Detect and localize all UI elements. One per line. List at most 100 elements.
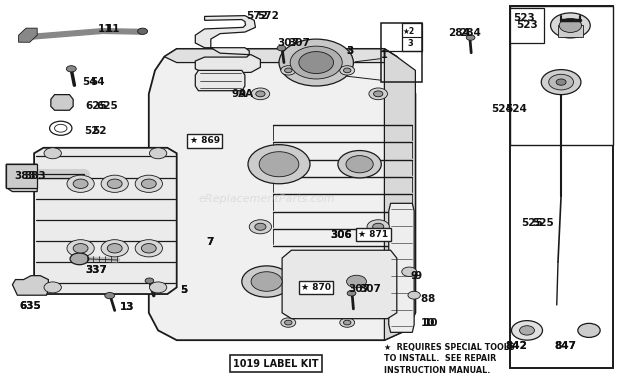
Text: 1019 LABEL KIT: 1019 LABEL KIT [233,359,319,369]
Text: 9A: 9A [231,89,246,99]
Text: 9A: 9A [239,89,254,99]
Circle shape [347,275,366,288]
Text: 5: 5 [180,285,188,295]
Text: 524: 524 [491,104,513,115]
Text: 5: 5 [180,285,188,295]
Circle shape [343,320,351,325]
Circle shape [73,244,88,253]
Circle shape [149,148,167,159]
Circle shape [44,148,61,159]
Text: 284: 284 [459,28,481,38]
Polygon shape [195,70,245,91]
Text: 54: 54 [90,77,105,87]
Text: 842: 842 [505,341,527,351]
Circle shape [369,88,388,100]
Circle shape [107,244,122,253]
Text: 307: 307 [360,284,381,294]
Circle shape [578,323,600,337]
Circle shape [277,45,286,51]
Text: 1: 1 [381,50,388,60]
Text: 383: 383 [25,171,46,181]
Text: ★2: ★2 [402,27,415,36]
Circle shape [541,70,581,95]
Bar [510,6,613,368]
Text: 635: 635 [19,301,41,311]
Polygon shape [558,25,583,37]
Bar [402,23,422,51]
Text: eReplacementParts.com: eReplacementParts.com [198,194,335,204]
Text: 625: 625 [96,100,118,111]
Circle shape [347,291,356,296]
Circle shape [279,39,353,86]
Text: 8: 8 [427,294,435,304]
Text: 307: 307 [288,38,310,48]
Bar [510,6,613,145]
Text: 11: 11 [105,24,120,34]
Circle shape [255,223,266,230]
Circle shape [551,13,590,38]
Text: 7: 7 [206,237,213,248]
Polygon shape [19,28,37,42]
Bar [381,23,422,82]
Text: 8: 8 [420,294,428,304]
Text: 52: 52 [92,126,106,136]
Text: 847: 847 [554,341,577,351]
Polygon shape [282,250,397,319]
Circle shape [135,175,162,192]
Circle shape [70,253,89,265]
Text: 11: 11 [98,24,113,34]
Circle shape [44,282,61,293]
Text: 52: 52 [84,126,99,136]
Polygon shape [149,49,415,340]
Circle shape [373,91,383,97]
Text: 383: 383 [14,171,36,181]
Polygon shape [195,16,260,74]
Text: 13: 13 [120,302,135,312]
Text: 337: 337 [85,265,107,275]
Circle shape [281,318,296,327]
Bar [6,164,37,188]
Text: 306: 306 [330,230,352,240]
Text: 525: 525 [521,218,543,228]
Text: 284: 284 [448,28,470,38]
Circle shape [251,88,270,100]
Circle shape [559,18,582,32]
Text: 9: 9 [414,271,421,281]
Circle shape [107,179,122,188]
Text: 524: 524 [505,104,527,115]
Circle shape [338,151,381,178]
Circle shape [285,68,292,73]
Text: 54: 54 [82,77,97,87]
Text: 635: 635 [19,301,41,311]
Text: 842: 842 [505,341,527,351]
Text: 3: 3 [407,39,413,48]
Text: 13: 13 [120,302,135,312]
Text: 847: 847 [554,341,577,351]
Circle shape [141,179,156,188]
Text: 523: 523 [513,13,535,23]
Text: 306: 306 [330,230,352,240]
Circle shape [556,79,566,85]
Circle shape [73,179,88,188]
Circle shape [248,145,310,184]
Text: 10: 10 [420,317,435,328]
Text: 625: 625 [85,100,107,111]
Text: 7: 7 [206,237,213,248]
Circle shape [549,74,574,90]
Circle shape [67,175,94,192]
Circle shape [141,244,156,253]
Polygon shape [6,164,37,192]
Circle shape [66,66,76,72]
Text: 3: 3 [347,46,354,56]
Polygon shape [51,95,73,110]
Text: 523: 523 [516,20,538,30]
Circle shape [290,46,342,79]
Circle shape [299,52,334,74]
Polygon shape [164,49,397,63]
Circle shape [402,267,417,276]
Circle shape [149,282,167,293]
Text: ★ 870: ★ 870 [301,283,331,292]
Circle shape [346,156,373,173]
Circle shape [367,220,389,234]
Circle shape [251,272,282,291]
